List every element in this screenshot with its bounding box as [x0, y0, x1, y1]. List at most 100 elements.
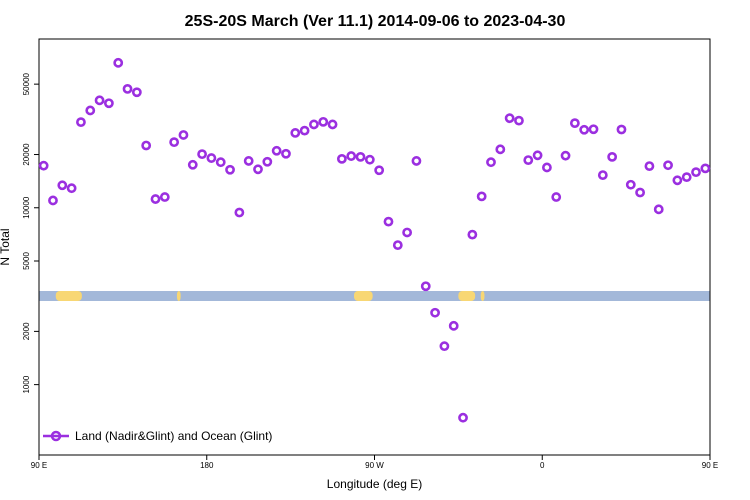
data-point [94, 95, 105, 106]
data-point [131, 87, 142, 98]
land-band-segment [176, 291, 181, 301]
data-point [169, 137, 180, 148]
y-tick-label: 2000 [22, 322, 31, 340]
data-point [514, 115, 524, 126]
data-point [588, 124, 599, 135]
data-point [467, 229, 478, 240]
x-tick-label: 90 E [31, 461, 47, 470]
data-point [336, 153, 347, 164]
data-point [113, 57, 124, 68]
data-point [383, 216, 394, 227]
data-point [299, 125, 310, 136]
data-point [234, 207, 245, 218]
data-point [290, 128, 301, 138]
data-point [653, 204, 664, 215]
data-point [523, 155, 534, 165]
data-point [159, 192, 170, 202]
data-point [635, 187, 646, 198]
data-point [281, 148, 291, 159]
y-tick-label: 50000 [22, 72, 31, 95]
y-tick-label: 1000 [22, 375, 31, 393]
data-point [122, 83, 133, 94]
data-point [76, 117, 86, 128]
y-tick-label: 20000 [22, 143, 31, 166]
legend-entry-label: Land (Nadir&Glint) and Ocean (Glint) [75, 429, 272, 443]
data-point [504, 113, 515, 124]
legend-marker [50, 430, 62, 442]
data-point [374, 165, 385, 176]
data-point [420, 281, 431, 292]
data-point [560, 150, 571, 161]
data-point [625, 179, 636, 190]
data-point [318, 116, 329, 127]
y-tick-label: 5000 [22, 252, 31, 270]
data-point [206, 153, 217, 163]
data-point [66, 183, 77, 194]
x-tick-label: 180 [200, 461, 214, 470]
data-point [607, 151, 618, 162]
data-point [262, 156, 273, 167]
data-point [476, 191, 487, 202]
data-point [150, 194, 161, 204]
data-point [327, 119, 338, 130]
x-axis: 90 E 180 90 W 0 90 E [31, 455, 718, 470]
data-point [569, 118, 580, 129]
x-tick-label: 90 W [365, 461, 384, 470]
data-point [187, 159, 198, 170]
land-band-segment [458, 291, 476, 301]
data-point [57, 180, 68, 191]
data-point [616, 124, 627, 135]
y-axis-label: N Total [0, 228, 12, 265]
data-point [103, 98, 114, 109]
surface-band [39, 291, 710, 301]
data-point [551, 192, 562, 202]
data-point [579, 124, 590, 135]
data-point [402, 227, 413, 238]
y-tick-label: 10000 [22, 196, 31, 219]
ocean-band [39, 291, 710, 301]
data-point [141, 140, 152, 151]
data-point [38, 160, 49, 171]
legend: Land (Nadir&Glint) and Ocean (Glint) [43, 429, 272, 443]
data-point [271, 145, 282, 156]
data-point [458, 412, 468, 423]
land-band-segment [353, 291, 373, 301]
data-point [681, 172, 692, 183]
data-point [225, 164, 235, 175]
data-point [532, 150, 543, 161]
land-band-segment [55, 291, 82, 301]
data-point [430, 307, 440, 318]
data-point [243, 156, 254, 166]
data-point [597, 170, 608, 181]
data-point [411, 156, 422, 166]
data-point [355, 151, 366, 162]
data-point [672, 175, 683, 186]
data-point [448, 320, 459, 331]
land-band-segment [480, 291, 485, 301]
data-point [700, 163, 711, 174]
data-point [663, 160, 673, 171]
data-point [215, 157, 226, 168]
data-point [644, 161, 655, 172]
data-point [48, 195, 58, 206]
data-point [439, 341, 450, 352]
data-point [309, 119, 319, 130]
chart-title: 25S-20S March (Ver 11.1) 2014-09-06 to 2… [185, 13, 566, 30]
series-points [38, 57, 711, 423]
x-tick-label: 0 [540, 461, 545, 470]
data-point [197, 149, 207, 160]
data-point [486, 157, 496, 168]
data-point [85, 105, 96, 116]
data-point [691, 167, 701, 178]
data-point [542, 162, 552, 173]
data-point [178, 130, 189, 140]
y-axis: 1000 2000 5000 10000 20000 50000 [22, 72, 39, 394]
data-point [253, 164, 263, 175]
data-point [346, 151, 357, 161]
x-tick-label: 90 E [702, 461, 718, 470]
data-point [495, 144, 506, 155]
x-axis-label: Longitude (deg E) [327, 477, 422, 491]
data-point [392, 240, 403, 251]
